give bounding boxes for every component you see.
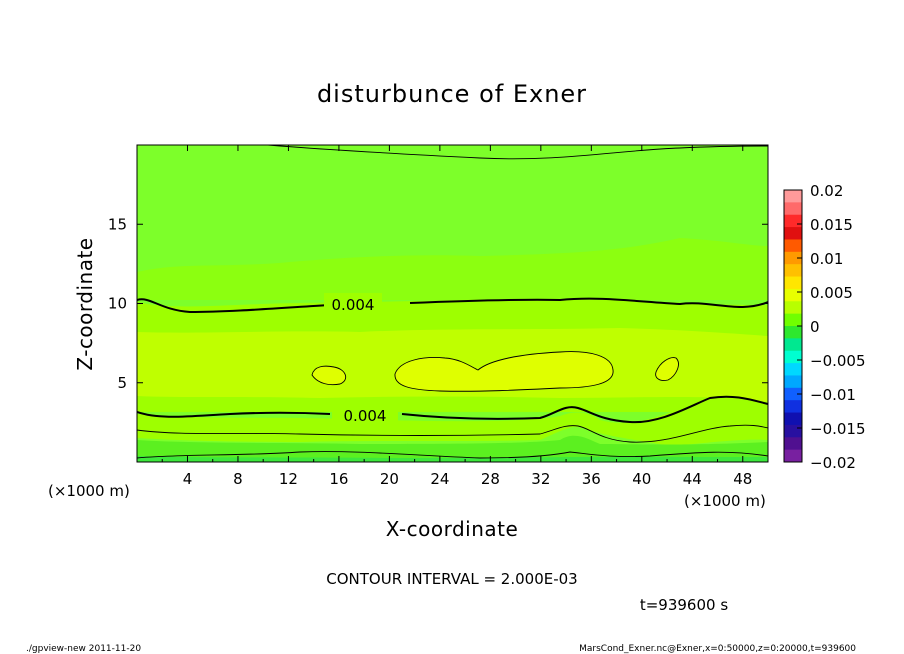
colorbar-swatch bbox=[784, 387, 802, 401]
y-tick-label: 5 bbox=[117, 374, 127, 392]
x-tick-label: 40 bbox=[632, 470, 651, 488]
colorbar-swatch bbox=[784, 338, 802, 352]
x-axis-label: X-coordinate bbox=[386, 517, 519, 541]
footer-right: MarsCond_Exner.nc@Exner,x=0:50000,z=0:20… bbox=[579, 644, 856, 654]
contour-0 bbox=[137, 451, 768, 459]
colorbar-swatch bbox=[784, 363, 802, 376]
x-tick-label: 20 bbox=[380, 470, 399, 488]
x-tick-label: 16 bbox=[329, 470, 348, 488]
colorbar-tick-label: −0.015 bbox=[810, 420, 866, 438]
contour-label-upper: 0.004 bbox=[332, 296, 375, 314]
contour-0.004-lower bbox=[137, 395, 768, 424]
contour-lines bbox=[137, 145, 768, 459]
contour-0.006-center-loop bbox=[394, 351, 614, 392]
x-tick-label: 44 bbox=[683, 470, 702, 488]
colorbar-swatch bbox=[784, 202, 802, 216]
plot-area: 0.004 0.004 bbox=[137, 145, 768, 462]
time-label: t=939600 s bbox=[640, 596, 728, 614]
y-tick-label: 10 bbox=[108, 295, 127, 313]
colorbar-tick-label: 0 bbox=[810, 318, 820, 336]
band-0.002 bbox=[137, 399, 768, 446]
colorbar-swatch bbox=[784, 412, 802, 426]
colorbar-ticks: 0.02 0.015 0.01 0.005 0 −0.005 −0.01 −0.015 −0.0… bbox=[797, 182, 866, 472]
colorbar bbox=[783, 189, 803, 463]
band-0.006-0.008-center bbox=[394, 351, 614, 392]
contour-label-bg-2 bbox=[332, 404, 398, 424]
contour-top bbox=[267, 145, 768, 160]
colorbar-swatch bbox=[784, 313, 802, 327]
colorbar-tick-label: −0.005 bbox=[810, 352, 866, 370]
colorbar-swatch bbox=[784, 350, 802, 364]
colorbar-tick-label: 0.01 bbox=[810, 250, 843, 268]
band-0.006-0.008-left bbox=[312, 366, 346, 385]
colorbar-swatch bbox=[784, 288, 802, 302]
x-unit-left: (×1000 m) bbox=[48, 482, 130, 500]
colorbar-swatch bbox=[784, 190, 802, 203]
x-tick-label: 28 bbox=[481, 470, 500, 488]
x-tick-label: 8 bbox=[233, 470, 243, 488]
colorbar-swatch bbox=[784, 437, 802, 451]
colorbar-swatch bbox=[784, 214, 802, 228]
band-ground-negative bbox=[137, 456, 768, 462]
colorbar-swatch bbox=[784, 326, 802, 339]
x-tick-label: 36 bbox=[582, 470, 601, 488]
colorbar-tick-label: 0.015 bbox=[810, 216, 853, 234]
chart-title: disturbunce of Exner bbox=[317, 80, 587, 108]
x-tick-label: 48 bbox=[733, 470, 752, 488]
contour-0.002 bbox=[137, 424, 768, 443]
x-tick-label: 4 bbox=[183, 470, 193, 488]
colorbar-swatch bbox=[784, 375, 802, 389]
colorbar-swatch bbox=[784, 264, 802, 278]
colorbar-tick-label: −0.01 bbox=[810, 386, 856, 404]
colorbar-swatch bbox=[784, 227, 802, 240]
y-axis: 5 10 15 bbox=[108, 215, 768, 392]
y-tick-label: 15 bbox=[108, 215, 127, 233]
y-axis-label: Z-coordinate bbox=[73, 237, 97, 370]
colorbar-tick-label: 0.02 bbox=[810, 182, 843, 200]
colorbar-swatch bbox=[784, 449, 802, 463]
contour-label-lower: 0.004 bbox=[344, 407, 387, 425]
band-upper-light bbox=[137, 238, 768, 300]
colorbar-tick-label: −0.02 bbox=[810, 454, 856, 472]
colorbar-swatch bbox=[784, 301, 802, 315]
x-tick-label: 32 bbox=[531, 470, 550, 488]
contour-0.006-left-loop bbox=[311, 365, 347, 386]
colorbar-swatch bbox=[784, 424, 802, 438]
contour-0.006-right-loop bbox=[655, 357, 679, 381]
x-axis: 4 8 12 16 20 24 28 32 36 40 44 48 bbox=[161, 145, 752, 488]
colorbar-swatch bbox=[784, 400, 802, 414]
colorbar-swatch bbox=[784, 276, 802, 290]
colorbar-swatch bbox=[784, 239, 802, 253]
footer-left: ./gpview-new 2011-11-20 bbox=[26, 644, 141, 654]
colorbar-swatch bbox=[784, 251, 802, 265]
x-unit-right: (×1000 m) bbox=[684, 492, 766, 510]
band-0.006-0.008-right bbox=[655, 357, 679, 381]
contour-0.004-upper bbox=[137, 297, 768, 314]
contour-label-bg-1 bbox=[324, 293, 382, 313]
x-tick-label: 12 bbox=[279, 470, 298, 488]
x-tick-label: 24 bbox=[430, 470, 449, 488]
colorbar-tick-label: 0.005 bbox=[810, 284, 853, 302]
contour-interval-text: CONTOUR INTERVAL = 2.000E-03 bbox=[326, 570, 577, 588]
